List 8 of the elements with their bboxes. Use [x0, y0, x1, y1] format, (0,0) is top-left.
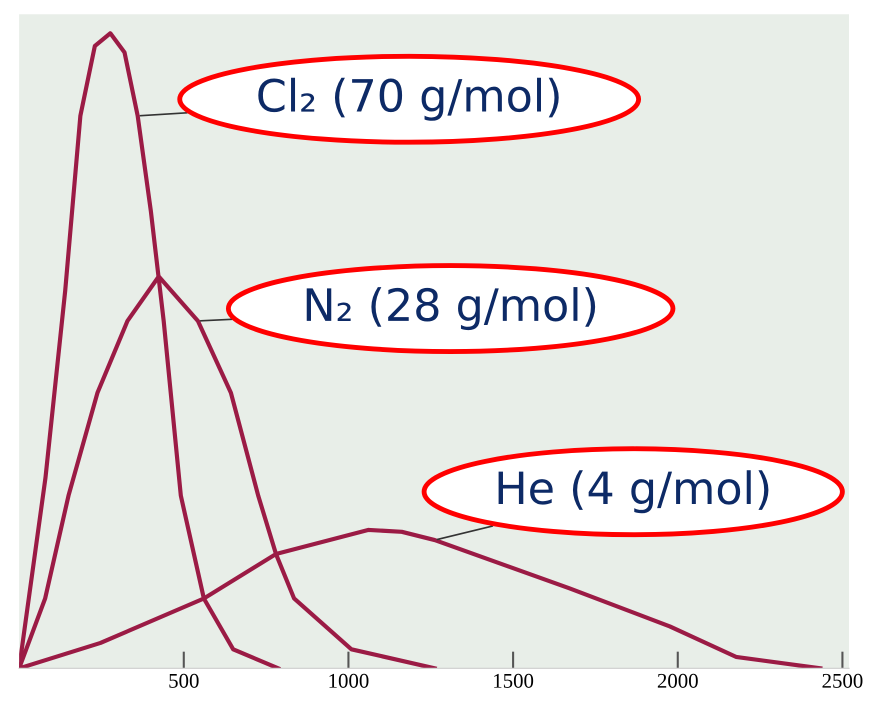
x-tick-label: 2000	[658, 674, 698, 688]
x-tick-label: 2500	[822, 674, 862, 688]
text: Cl₂ (70 g/mol)	[258, 78, 559, 121]
x-tick-label: 1000	[329, 674, 368, 688]
x-tick-label: 500	[169, 674, 199, 688]
x-tick-label: 1500	[494, 674, 534, 688]
text: N₂ (28 g/mol)	[306, 287, 596, 330]
series-label: He (4 g/mol)	[498, 470, 768, 514]
